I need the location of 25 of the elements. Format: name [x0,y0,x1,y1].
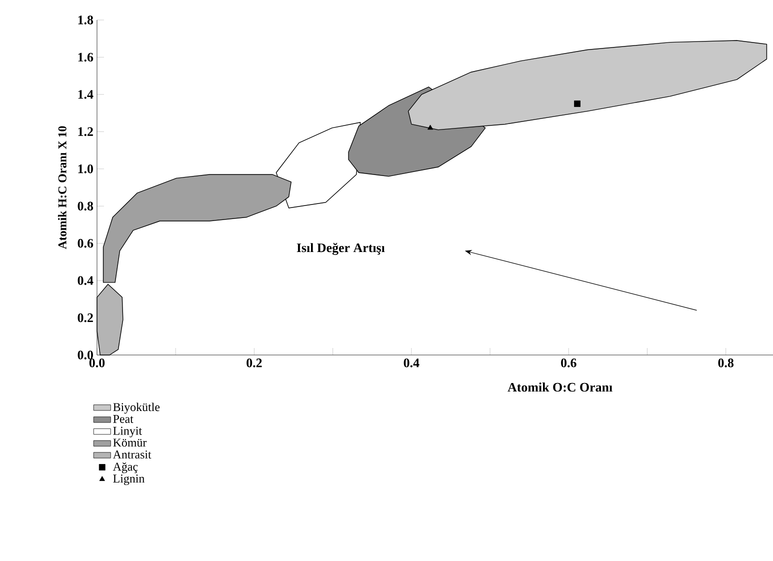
y-axis-title: Atomik H:C Oranı X 10 [58,126,66,250]
y-tick-label: 1.4 [78,90,94,99]
x-tick-label: 0.2 [246,358,262,368]
legend-label: Kömür [113,438,147,447]
y-tick-label: 0.0 [78,350,93,360]
x-tick-label: 0.6 [561,358,576,368]
y-tick-label: 1.6 [78,52,94,62]
y-tick-label: 1.0 [78,164,93,174]
y-tick-label: 1.2 [78,127,93,136]
y-tick-label: 0.2 [78,313,93,322]
y-tick-label: 0.4 [78,276,94,285]
annotation: Isıl Değer Artışı [296,242,385,255]
x-tick-label: 0.0 [89,358,105,368]
legend-label: Linyit [113,426,142,438]
y-tick-label: 1.8 [78,16,94,24]
legend-label: Antrasit [112,450,152,459]
y-tick-label: 0.6 [78,238,94,248]
x-tick-label: 0.4 [404,358,420,368]
legend-label: Peat [113,415,134,423]
x-axis-title: Atomik O:C Oranı [508,382,612,392]
x-tick-label: 0.8 [718,358,734,368]
legend-label: Lignin [113,474,145,486]
legend-label: Biyokütle [113,402,160,414]
y-tick-label: 0.8 [78,202,94,211]
legend-label: Ağaç [112,462,138,474]
